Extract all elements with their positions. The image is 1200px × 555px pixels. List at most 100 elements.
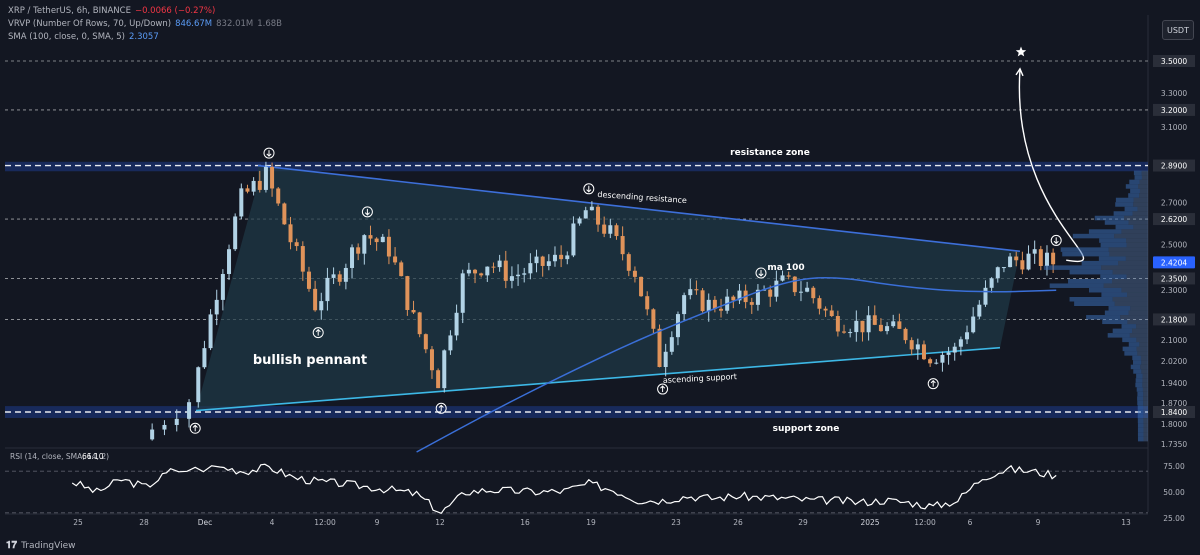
up-arrow-icon [189,422,201,434]
volume-bar-up [1074,301,1115,307]
candle-body [915,344,920,350]
candle-body [909,340,914,350]
volume-bar-down [1143,396,1148,401]
time-tick-label: 23 [671,518,681,527]
volume-bar-up [1086,315,1121,320]
volume-bar-down [1139,179,1148,185]
time-tick-label: 12:00 [914,518,936,527]
candle-body [608,225,613,234]
candle-body [878,324,883,332]
candle-body [780,275,785,281]
candle-body [552,254,557,262]
volume-bar-up [1136,373,1143,379]
price-tick-label: 2.5000 [1161,241,1187,250]
volume-bar-up [1101,292,1128,297]
candle-body [150,429,155,440]
candle-body [614,225,619,237]
price-tick-label: 3.1000 [1161,123,1187,132]
volume-bar-down [1143,400,1148,406]
volume-bar-up [1104,220,1129,225]
price-change: −0.0066 (−0.27%) [134,6,216,16]
candle-body [1008,256,1013,268]
volume-bar-up [1098,256,1126,261]
time-tick-label: 2025 [860,518,879,527]
candle-body [448,335,453,351]
candle-body [860,320,865,333]
volume-bar-up [1069,296,1113,302]
support-zone-label: support zone [773,424,840,434]
volume-bar-up [1137,400,1144,406]
candle-body [663,351,668,367]
symbol-label[interactable]: XRP / TetherUS, 6h, BINANCE [8,6,131,16]
volume-bar-down [1126,242,1148,248]
candle-body [1032,249,1037,254]
volume-bar-up [1125,184,1139,189]
candle-body [442,350,447,389]
candle-body [220,273,225,300]
volume-bar-up [1060,247,1109,252]
candle-body [214,299,219,315]
candle-body [577,218,582,224]
candle-body [306,271,311,289]
volume-bar-up [1094,215,1125,221]
candle-body [891,321,896,327]
candle-body [977,304,982,317]
volume-bar-up [1133,360,1142,365]
currency-unit-button[interactable]: USDT [1162,20,1194,40]
volume-bar-up [1137,396,1144,401]
candle-body [374,238,379,243]
volume-bar-down [1127,319,1148,325]
time-tick-label: 12 [435,518,445,527]
price-level-tag [1153,103,1195,116]
descending-resistance-line [257,164,1021,253]
volume-bar-down [1141,175,1148,180]
volume-bar-up [1099,238,1127,243]
volume-bar-down [1139,342,1148,347]
sma-label[interactable]: SMA (100, close, 0, SMA, 5) [8,32,125,42]
candle-body [626,254,631,271]
time-tick-label: 28 [139,518,149,527]
resistance-zone-label: resistance zone [730,148,810,158]
candle-body [386,236,391,257]
candle-body [208,314,213,349]
time-tick-label: 26 [733,518,743,527]
tradingview-mark-icon: 𝟏𝟕 [6,540,18,551]
candle-body [540,256,545,266]
candle-body [491,266,496,268]
volume-bar-down [1141,369,1148,374]
candle-body [1020,260,1025,270]
candle-body [251,180,256,192]
candle-body [897,321,902,329]
header-sma-line: SMA (100, close, 0, SMA, 5) 2.3057 [8,32,163,42]
price-tick-label: 2.1000 [1161,336,1187,345]
sma-value: 2.3057 [128,32,159,42]
projection-arrow-line [1018,68,1085,262]
candle-body [669,337,674,352]
volume-bar-up [1135,382,1143,388]
volume-bar-down [1133,197,1148,203]
candle-body [239,188,244,217]
volume-bar-down [1139,193,1148,198]
candle-body [946,352,951,355]
candle-body [682,295,687,315]
volume-bar-down [1143,391,1148,397]
vrvp-label[interactable]: VRVP (Number Of Rows, 70, Up/Down) [8,19,172,29]
candle-body [497,260,502,268]
volume-bar-up [1088,229,1122,234]
price-tick-label: 2.3000 [1161,286,1187,295]
down-arrow-icon [755,267,767,279]
candle-body [368,235,373,239]
volume-bar-down [1133,224,1148,230]
volume-bar-down [1143,427,1148,433]
volume-bar-up [1072,233,1115,239]
candle-body [417,312,422,335]
resistance-zone-band [5,161,1148,172]
volume-bar-down [1136,346,1148,352]
volume-bar-down [1126,274,1148,279]
ma-100-line [416,277,1057,453]
tradingview-brand: TradingView [21,540,76,551]
volume-bar-down [1112,269,1148,275]
volume-bar-up [1129,179,1140,185]
pennant-area [196,165,1020,411]
